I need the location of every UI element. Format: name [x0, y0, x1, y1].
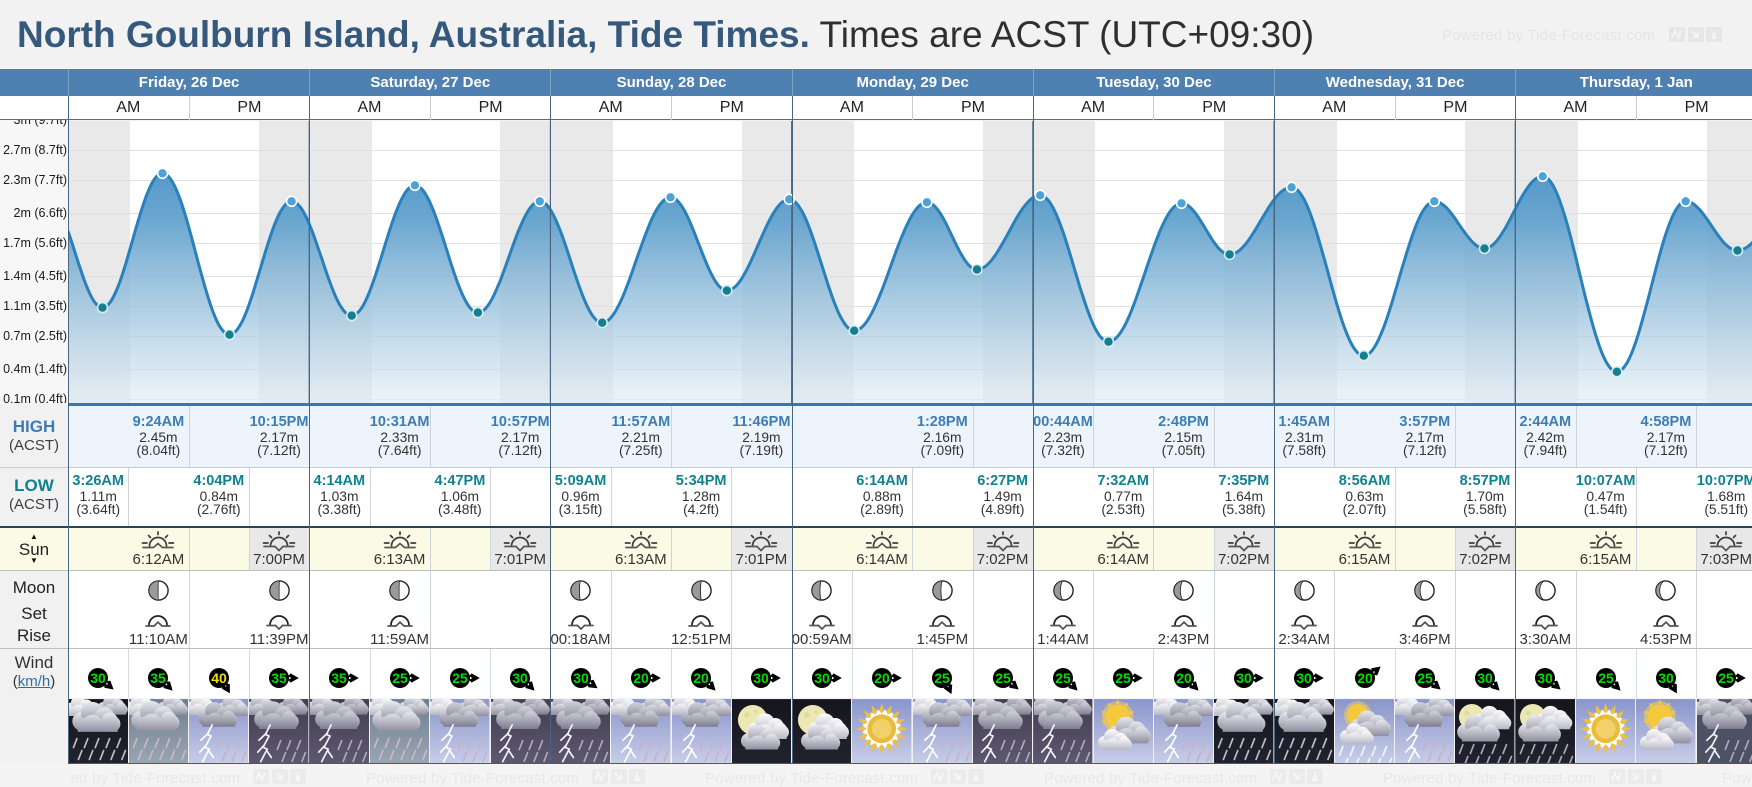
svg-text:40: 40: [211, 670, 227, 686]
svg-text:20: 20: [1357, 670, 1373, 686]
svg-text:30: 30: [1477, 670, 1493, 686]
svg-text:30: 30: [90, 670, 106, 686]
svg-text:20: 20: [693, 670, 709, 686]
svg-text:25: 25: [995, 670, 1011, 686]
svg-text:25: 25: [392, 670, 408, 686]
svg-text:20: 20: [633, 670, 649, 686]
svg-text:35: 35: [332, 670, 348, 686]
svg-text:35: 35: [151, 670, 167, 686]
svg-text:25: 25: [1055, 670, 1071, 686]
svg-text:30: 30: [754, 670, 770, 686]
svg-text:25: 25: [1718, 670, 1734, 686]
svg-text:30: 30: [512, 670, 528, 686]
svg-text:30: 30: [573, 670, 589, 686]
svg-text:30: 30: [1236, 670, 1252, 686]
svg-text:30: 30: [1296, 670, 1312, 686]
svg-text:20: 20: [1176, 670, 1192, 686]
svg-text:25: 25: [452, 670, 468, 686]
svg-text:30: 30: [1538, 670, 1554, 686]
svg-text:25: 25: [1417, 670, 1433, 686]
svg-text:35: 35: [271, 670, 287, 686]
svg-text:25: 25: [935, 670, 951, 686]
svg-text:25: 25: [1115, 670, 1131, 686]
svg-text:30: 30: [1658, 670, 1674, 686]
svg-text:20: 20: [874, 670, 890, 686]
svg-text:25: 25: [1598, 670, 1614, 686]
svg-text:30: 30: [814, 670, 830, 686]
